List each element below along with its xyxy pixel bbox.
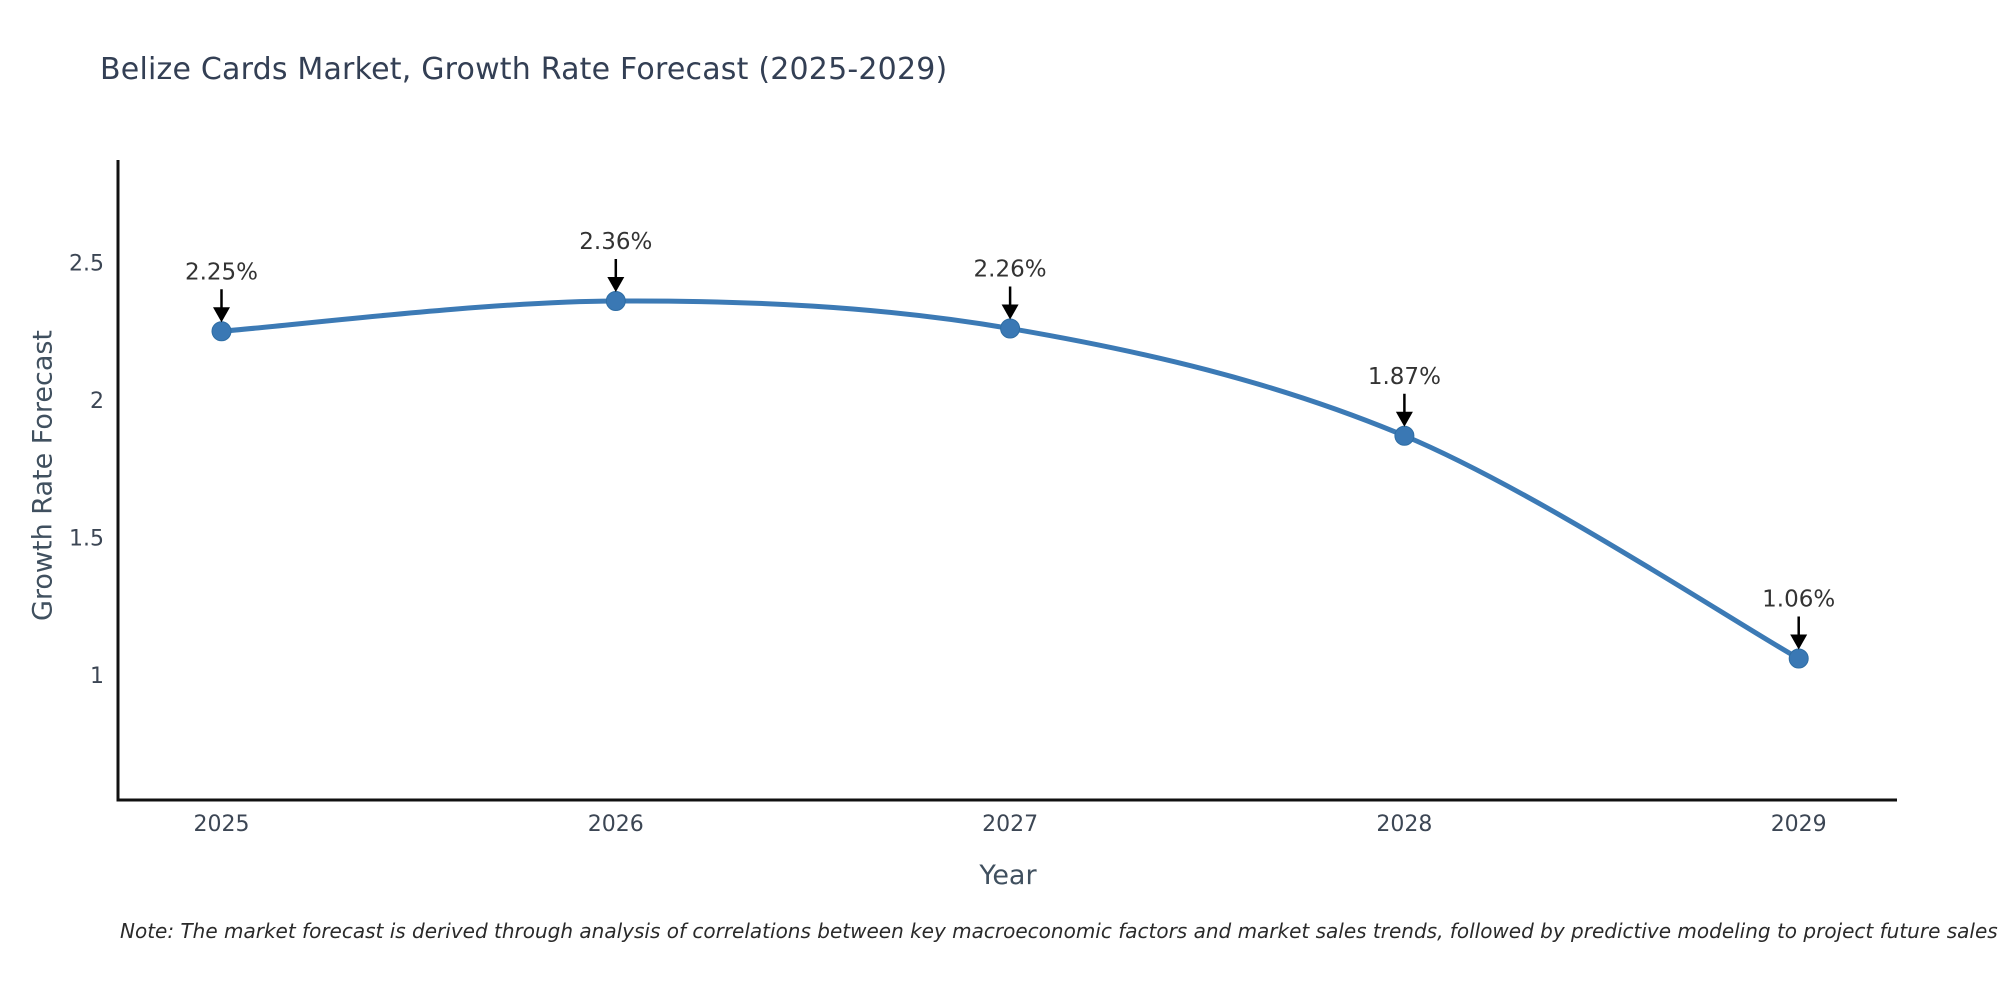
y-axis-title: Growth Rate Forecast [27,329,59,622]
data-label-2029: 1.06% [1762,587,1835,613]
x-axis-title: Year [979,860,1037,891]
x-tick-label-2027: 2027 [982,812,1038,837]
annotation-arrow-head-2025 [213,307,230,323]
data-point-2028 [1394,425,1415,446]
footnote-text: Note: The market forecast is derived thr… [120,919,1998,943]
data-label-2025: 2.25% [185,259,258,285]
data-label-2026: 2.36% [579,229,652,255]
x-tick-label-2025: 2025 [194,812,250,837]
data-label-2027: 2.26% [974,257,1047,283]
annotation-arrow-head-2029 [1790,634,1808,650]
y-tick-label-1: 1 [90,664,104,689]
y-tick-label-2.5: 2.5 [69,252,104,277]
forecast-line [219,298,1802,661]
data-label-2028: 1.87% [1368,364,1441,390]
annotation-arrow-head-2027 [1001,304,1019,320]
x-tick-label-2028: 2028 [1376,812,1432,837]
x-tick-label-2026: 2026 [588,812,644,837]
data-point-2027 [1000,318,1021,339]
annotation-arrow-head-2026 [607,277,625,292]
annotation-arrow-head-2028 [1395,411,1413,427]
chart-title: Belize Cards Market, Growth Rate Forecas… [100,52,948,87]
y-tick-label-1.5: 1.5 [69,527,104,552]
data-point-2026 [605,291,626,311]
data-point-2025 [211,321,232,342]
x-tick-label-2029: 2029 [1771,812,1827,837]
data-point-2029 [1788,648,1809,669]
y-tick-label-2: 2 [90,389,104,414]
